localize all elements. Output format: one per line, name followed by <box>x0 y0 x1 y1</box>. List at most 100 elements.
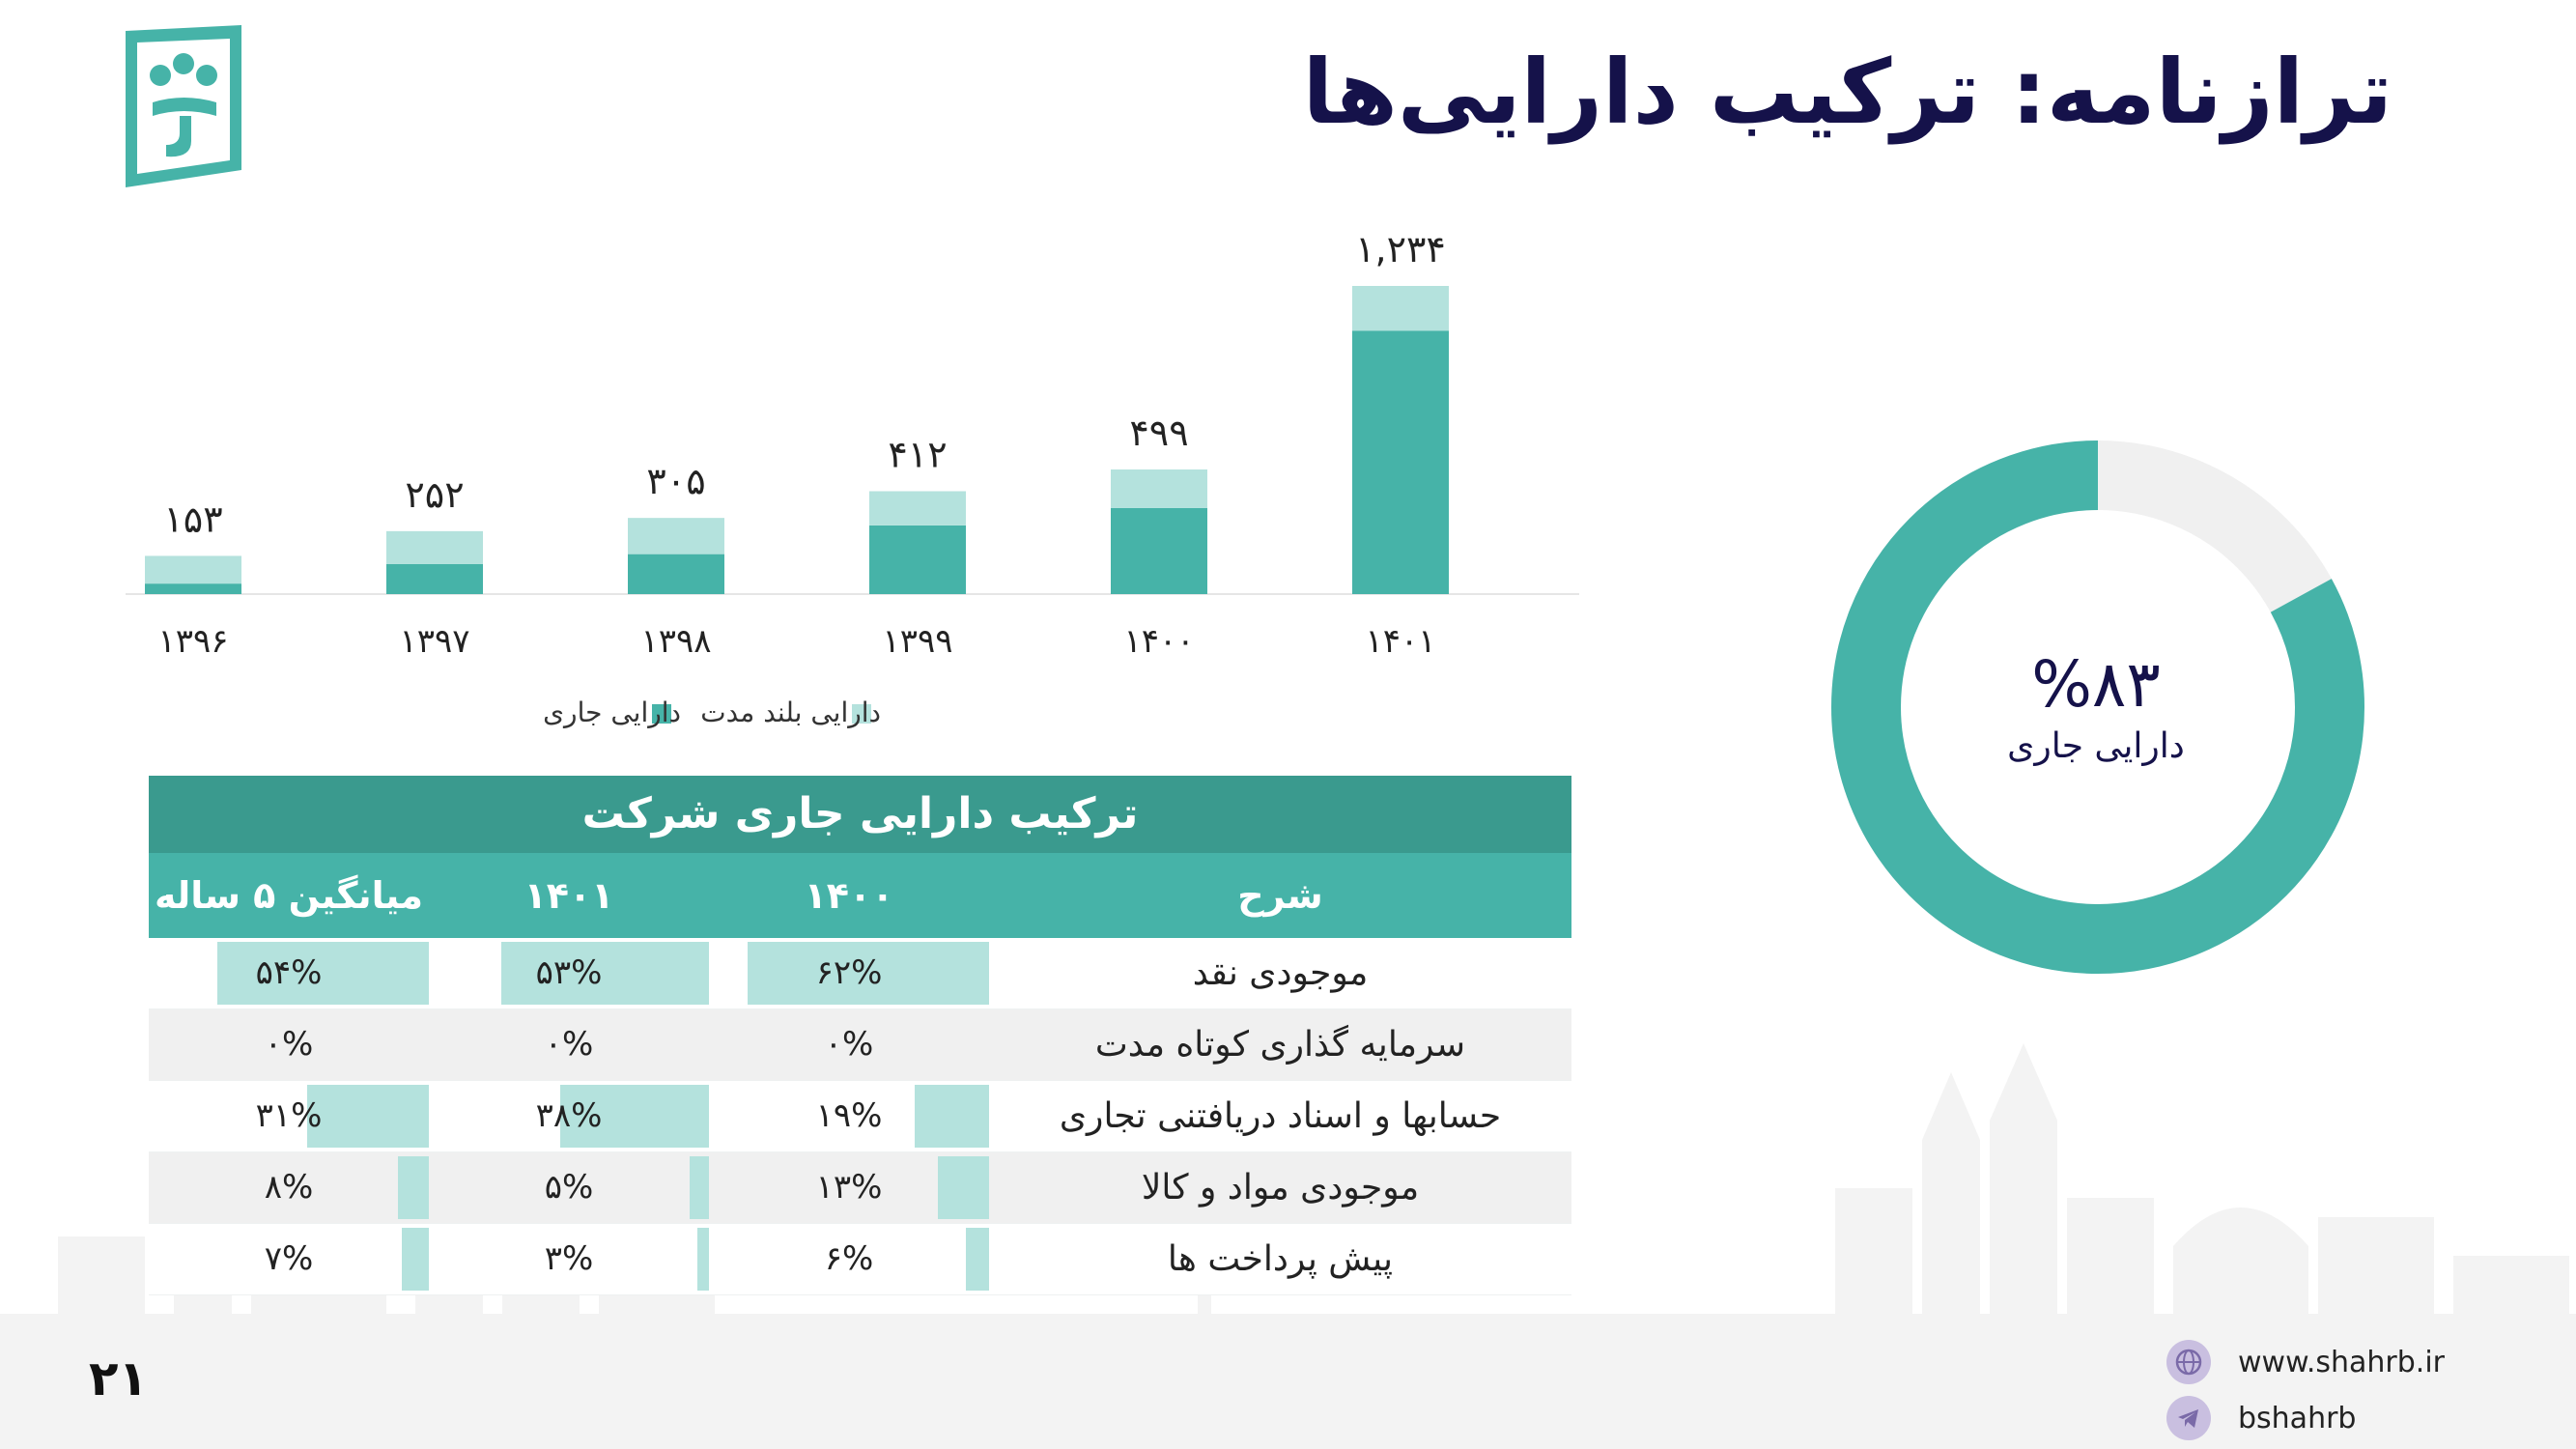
cell-value: ۰% <box>264 1025 314 1064</box>
x-tick-label-3: ۱۳۹۹ <box>882 622 952 661</box>
x-tick-label-4: ۱۴۰۰ <box>1123 622 1194 661</box>
col-header-1401: ۱۴۰۱ <box>524 874 614 917</box>
table-row: ۵۴% ۵۳% ۶۲% موجودی نقد <box>149 938 1571 1009</box>
cell-bar <box>501 942 709 1005</box>
bar-long-term-0 <box>145 555 241 584</box>
row-label: موجودی مواد و کالا <box>1141 1168 1420 1208</box>
cell-avg: ۰% <box>149 1009 429 1080</box>
cell-1400: ۱۳% <box>709 1152 989 1223</box>
row-label: موجودی نقد <box>1192 953 1369 993</box>
table-title: ترکیب دارایی جاری شرکت <box>149 776 1571 853</box>
current-asset-donut <box>1831 440 2364 974</box>
bar-total-label-5: ۱,۲۳۴ <box>1355 228 1446 270</box>
telegram-icon <box>2166 1396 2211 1440</box>
bar-total-label-2: ۳۰۵ <box>646 460 705 502</box>
row-label: سرمایه گذاری کوتاه مدت <box>1094 1025 1466 1065</box>
cell-bar <box>915 1085 989 1148</box>
labels-layer: ۱۵۳ ۱۳۹۶ ۲۵۲ ۱۳۹۷ ۳۰۵ ۱۳۹۸ ۴۱۲ ۱۳۹۹ ۴۹۹ ۱۴۰۰ ۱,۲۳۴… <box>157 228 1445 661</box>
legend-label-current: دارایی جاری <box>543 696 681 728</box>
legend-swatch-current <box>652 704 671 724</box>
bar-long-term-1 <box>386 530 483 564</box>
cell-value: ۵۴% <box>255 953 323 992</box>
cell-value: ۶۲% <box>815 953 883 992</box>
cell-value: ۰% <box>544 1025 594 1064</box>
cell-1401: ۰% <box>429 1009 709 1080</box>
table-body: ۵۴% ۵۳% ۶۲% موجودی نقد ۰% ۰% ۰% سرمایه گذاری کو… <box>149 938 1571 1295</box>
cell-1401: ۳۸% <box>429 1081 709 1151</box>
cell-avg: ۷% <box>149 1224 429 1294</box>
bar-total-label-3: ۴۱۲ <box>888 433 947 475</box>
cell-1401: ۵۳% <box>429 938 709 1009</box>
cell-bar <box>307 1085 429 1148</box>
cell-bar <box>560 1085 709 1148</box>
cell-value: ۱۹% <box>815 1096 883 1135</box>
legend-swatch-long-term <box>852 704 871 724</box>
cell-bar <box>402 1228 429 1291</box>
cell-bar <box>217 942 429 1005</box>
bar-current-1 <box>386 563 483 594</box>
cell-value: ۵۳% <box>535 953 603 992</box>
table-row: ۰% ۰% ۰% سرمایه گذاری کوتاه مدت <box>149 1009 1571 1081</box>
contact-telegram[interactable]: bshahrb <box>2166 1394 2356 1442</box>
table-row: ۳۱% ۳۸% ۱۹% حسابها و اسناد دریافتنی تجاری <box>149 1081 1571 1152</box>
chart-legend: دارایی بلند مدت دارایی جاری <box>543 696 881 728</box>
x-tick-label-0: ۱۳۹۶ <box>157 622 228 661</box>
website-text: www.shahrb.ir <box>2238 1345 2446 1379</box>
contact-website[interactable]: www.shahrb.ir <box>2166 1338 2445 1386</box>
cell-bar <box>697 1228 709 1291</box>
cell-bar <box>966 1228 989 1291</box>
cell-value: ۵% <box>544 1168 594 1207</box>
cell-value: ۸% <box>264 1168 314 1207</box>
cell-value: ۳% <box>544 1239 594 1278</box>
donut-center-value: %۸۳ <box>2031 647 2161 722</box>
x-tick-label-1: ۱۳۹۷ <box>399 622 469 661</box>
col-header-desc: شرح <box>1237 874 1323 917</box>
donut-center-label: دارایی جاری <box>2007 726 2185 766</box>
cell-1400: ۶% <box>709 1224 989 1294</box>
cell-1400: ۰% <box>709 1009 989 1080</box>
cell-1401: ۳% <box>429 1224 709 1294</box>
bar-total-label-1: ۲۵۲ <box>405 473 464 516</box>
cell-value: ۱۳% <box>815 1168 883 1207</box>
cell-value: ۷% <box>264 1239 314 1278</box>
globe-icon <box>2166 1340 2211 1384</box>
bar-total-label-0: ۱۵۳ <box>163 497 222 540</box>
cell-avg: ۵۴% <box>149 938 429 1009</box>
bar-current-3 <box>869 525 966 594</box>
cell-bar <box>398 1156 429 1219</box>
cell-avg: ۳۱% <box>149 1081 429 1151</box>
row-label: حسابها و اسناد دریافتنی تجاری <box>1059 1096 1502 1136</box>
table-header-row: میانگین ۵ ساله ۱۴۰۱ ۱۴۰۰ شرح <box>149 853 1571 938</box>
cell-bar <box>690 1156 709 1219</box>
cell-value: ۶% <box>824 1239 874 1278</box>
telegram-text: bshahrb <box>2238 1401 2357 1435</box>
x-tick-label-5: ۱۴۰۱ <box>1365 622 1435 661</box>
table-row: ۷% ۳% ۶% پیش پرداخت ها <box>149 1224 1571 1295</box>
row-label: پیش پرداخت ها <box>1167 1239 1394 1279</box>
bar-current-2 <box>628 554 724 594</box>
cell-bar <box>748 942 989 1005</box>
company-logo <box>126 25 241 187</box>
bar-total-label-4: ۴۹۹ <box>1129 412 1188 454</box>
cell-avg: ۸% <box>149 1152 429 1223</box>
bar-long-term-4 <box>1111 469 1207 508</box>
cell-1401: ۵% <box>429 1152 709 1223</box>
cell-bar <box>938 1156 989 1219</box>
cell-value: ۰% <box>824 1025 874 1064</box>
cell-1400: ۶۲% <box>709 938 989 1009</box>
page-title: ترازنامه: ترکیب دارایی‌ها <box>1302 41 2393 144</box>
bars-layer <box>145 286 1449 594</box>
col-header-avg: میانگین ۵ ساله <box>154 874 423 917</box>
asset-bar-chart: ۱۵۳ ۱۳۹۶ ۲۵۲ ۱۳۹۷ ۳۰۵ ۱۳۹۸ ۴۱۲ ۱۳۹۹ ۴۹۹ ۱۴۰۰ ۱,۲۳۴… <box>126 228 1579 728</box>
bar-current-0 <box>145 583 241 594</box>
cell-value: ۳۱% <box>255 1096 323 1135</box>
cell-1400: ۱۹% <box>709 1081 989 1151</box>
donut-arc-current <box>1831 440 2364 974</box>
bar-long-term-5 <box>1352 286 1449 331</box>
col-header-1400: ۱۴۰۰ <box>804 874 894 917</box>
bar-current-4 <box>1111 507 1207 594</box>
table-row: ۸% ۵% ۱۳% موجودی مواد و کالا <box>149 1152 1571 1224</box>
bar-long-term-2 <box>628 518 724 554</box>
cell-value: ۳۸% <box>535 1096 603 1135</box>
x-tick-label-2: ۱۳۹۸ <box>640 622 711 661</box>
